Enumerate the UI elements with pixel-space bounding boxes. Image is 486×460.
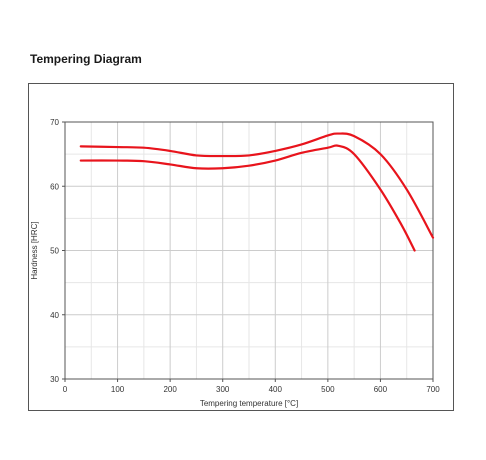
x-tick-label: 300: [216, 385, 230, 394]
series-line-lower: [79, 144, 416, 252]
chart-frame: [28, 83, 454, 411]
y-axis-ticks: 30 40 50 60 70: [50, 118, 65, 384]
y-axis-label: Hardness [HRC]: [30, 221, 39, 279]
x-tick-label: 500: [321, 385, 335, 394]
y-tick-label: 50: [50, 247, 59, 256]
y-tick-label: 30: [50, 375, 59, 384]
y-tick-label: 60: [50, 182, 59, 191]
x-tick-label: 400: [269, 385, 283, 394]
x-tick-label: 0: [63, 385, 68, 394]
x-tick-label: 200: [163, 385, 177, 394]
series-lines: [79, 132, 435, 252]
x-axis-ticks: 0 100 200 300 400 500 600 700: [63, 379, 440, 394]
series-line-upper: [79, 132, 435, 239]
page-title: Tempering Diagram: [30, 52, 142, 66]
x-tick-label: 700: [426, 385, 440, 394]
y-tick-label: 40: [50, 311, 59, 320]
y-tick-label: 70: [50, 118, 59, 127]
x-tick-label: 600: [374, 385, 388, 394]
x-tick-label: 100: [111, 385, 125, 394]
x-axis-label: Tempering temperature [°C]: [200, 399, 298, 408]
